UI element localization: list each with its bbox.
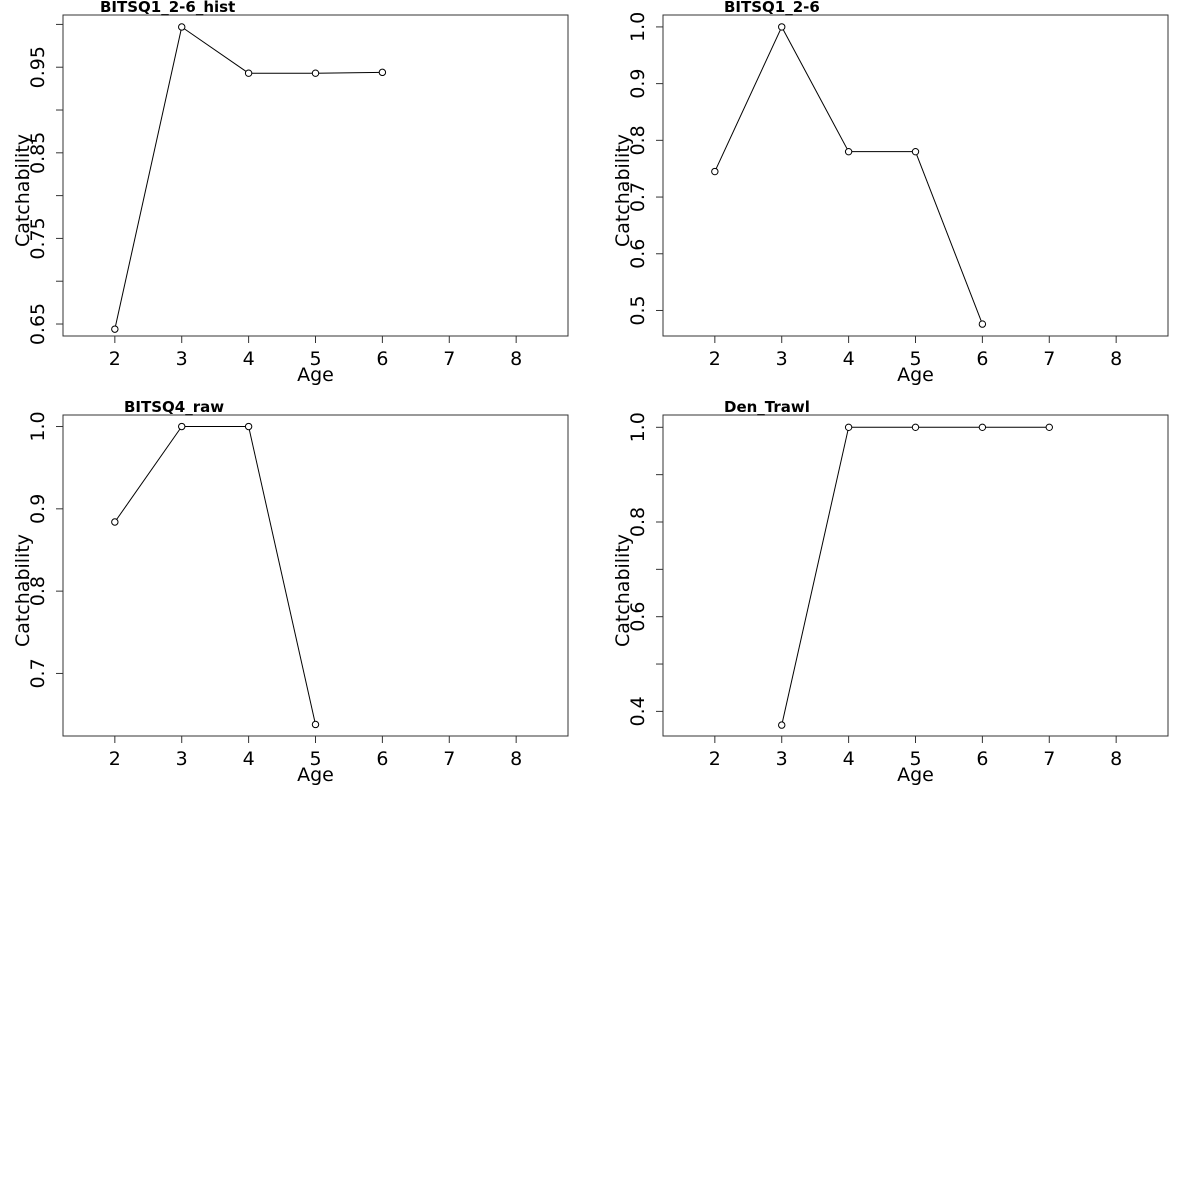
x-tick-label: 5 [309, 348, 321, 370]
data-point [778, 721, 786, 729]
plot-frame [662, 414, 1169, 737]
data-point [378, 68, 387, 77]
series-line-segment [781, 26, 850, 152]
data-point [911, 147, 920, 156]
y-tick-label: 1.0 [627, 12, 649, 42]
data-point [244, 422, 253, 431]
x-tick-label: 6 [376, 348, 388, 370]
x-tick-label: 6 [976, 748, 988, 770]
y-tick-label: 0.9 [27, 494, 49, 524]
y-tick-label: 1.0 [627, 412, 649, 442]
data-point [111, 325, 119, 333]
x-tick-label: 3 [176, 748, 188, 770]
x-tick-label: 8 [1110, 748, 1122, 770]
y-axis-title: Catchability [12, 134, 34, 247]
y-tick-label: 0.7 [627, 182, 649, 212]
plot-frame [662, 14, 1169, 337]
chart-panel-4: Den_Trawl 2 3 4 5 6 7 8 0.4 0.6 0.8 1.0 Age Catchabil… [612, 398, 1169, 786]
series-line-segment [714, 26, 783, 172]
x-tick-label: 6 [376, 748, 388, 770]
x-tick-label: 8 [510, 348, 522, 370]
data-point [911, 423, 920, 432]
chart-panel-2: BITSQ1_2-6 2 3 4 5 6 7 8 0.5 0.6 0.7 0.8 0.9 1.0 Age Ca… [612, 0, 1169, 386]
y-tick-label: 0.85 [27, 132, 49, 174]
x-tick-label: 7 [1043, 748, 1055, 770]
x-tick-label: 4 [843, 748, 855, 770]
x-tick-label: 2 [109, 748, 121, 770]
x-tick-label: 3 [176, 348, 188, 370]
data-point [844, 423, 853, 432]
x-tick-label: 7 [1043, 348, 1055, 370]
y-tick-label: 0.9 [627, 69, 649, 99]
x-tick-label: 7 [443, 348, 455, 370]
x-tick-label: 2 [709, 748, 721, 770]
data-point [1045, 423, 1053, 432]
chart-panel-1: BITSQ1_2-6_hist 2 3 4 5 6 7 8 0.65 0.75 0.85 0.95 Ag… [12, 0, 569, 386]
plot-frame [62, 14, 569, 337]
x-tick-label: 4 [243, 748, 255, 770]
chart-panel-3: BITSQ4_raw 2 3 4 5 6 7 8 0.7 0.8 0.9 1.0 Age Catchabi… [12, 398, 569, 786]
series-line-segment [181, 26, 249, 74]
series-line-segment [114, 26, 183, 330]
y-tick-label: 1.0 [27, 411, 49, 441]
x-tick-label: 7 [443, 748, 455, 770]
y-axis-title: Catchability [12, 534, 34, 647]
data-point [978, 423, 987, 432]
y-tick-label: 0.75 [27, 217, 49, 259]
chart-title: BITSQ1_2-6 [724, 0, 820, 16]
series-line-segment [315, 71, 383, 74]
y-axis-title: Catchability [612, 534, 634, 647]
chart-title: Den_Trawl [724, 398, 810, 416]
y-tick-label: 0.4 [627, 696, 649, 726]
y-tick-label: 0.8 [627, 507, 649, 537]
x-axis-title: Age [897, 364, 934, 386]
x-tick-label: 6 [976, 348, 988, 370]
x-tick-label: 4 [243, 348, 255, 370]
chart-title: BITSQ4_raw [124, 398, 224, 416]
y-tick-label: 0.6 [627, 239, 649, 269]
series-line-segment [248, 426, 316, 725]
data-point [178, 422, 186, 431]
plot-frame [62, 414, 569, 737]
y-tick-label: 0.5 [627, 295, 649, 325]
chart-title: BITSQ1_2-6_hist [100, 0, 235, 16]
x-tick-label: 2 [709, 348, 721, 370]
x-tick-label: 5 [909, 348, 921, 370]
data-point [711, 167, 719, 176]
data-point [778, 23, 786, 31]
x-tick-label: 3 [776, 348, 788, 370]
x-tick-label: 5 [309, 748, 321, 770]
x-tick-label: 2 [109, 348, 121, 370]
data-point [311, 69, 320, 77]
x-tick-label: 3 [776, 748, 788, 770]
x-axis-title: Age [297, 764, 334, 786]
data-point [178, 23, 186, 31]
data-point [244, 69, 253, 77]
data-point [111, 518, 119, 526]
series-line-segment [915, 151, 983, 325]
series-line-segment [114, 426, 183, 523]
x-tick-label: 5 [909, 748, 921, 770]
x-axis-title: Age [297, 364, 334, 386]
data-point [844, 147, 853, 156]
y-axis-title: Catchability [612, 134, 634, 247]
y-tick-label: 0.7 [27, 658, 49, 688]
y-tick-label: 0.6 [627, 602, 649, 632]
x-tick-label: 4 [843, 348, 855, 370]
data-point [311, 720, 320, 729]
x-tick-label: 8 [1110, 348, 1122, 370]
data-point [978, 320, 987, 328]
y-tick-label: 0.65 [27, 303, 49, 345]
y-tick-label: 0.8 [627, 125, 649, 155]
x-axis-title: Age [897, 764, 934, 786]
series-line-segment [781, 427, 850, 726]
y-tick-label: 0.8 [27, 576, 49, 606]
x-tick-label: 8 [510, 748, 522, 770]
y-tick-label: 0.95 [27, 46, 49, 88]
